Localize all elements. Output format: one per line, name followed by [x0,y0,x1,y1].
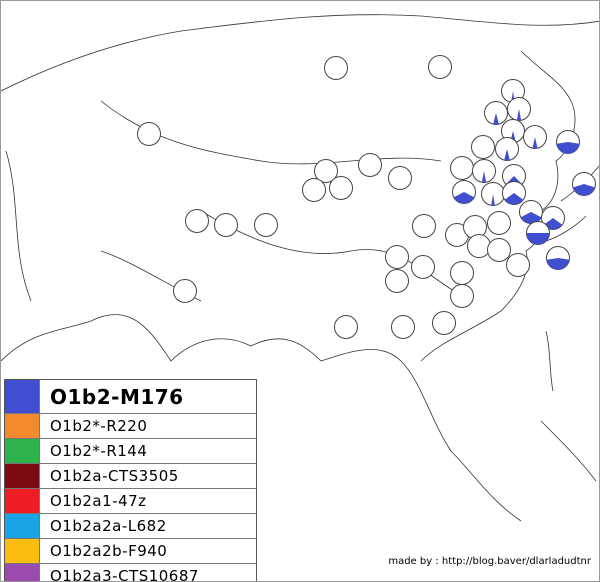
legend-swatch [5,539,40,563]
legend-row: O1b2a1-47z [5,488,256,513]
legend-swatch [5,489,40,513]
legend-row: O1b2a2b-F940 [5,538,256,563]
pie-slice [481,171,487,183]
pie [388,166,412,190]
legend-label: O1b2a3-CTS10687 [50,567,199,582]
legend-swatch [5,380,40,413]
pie [173,279,197,303]
pie [450,261,474,285]
pie [450,284,474,308]
pie [329,176,353,200]
pie [185,209,209,233]
legend-row: O1b2a3-CTS10687 [5,563,256,582]
pie-slice [504,193,524,205]
legend-swatch [5,564,40,581]
legend-label: O1b2a2a-L682 [50,517,167,535]
credit: made by : http://blog.baver/dlarladudtnr [388,556,591,567]
pie-slice [556,142,580,154]
pie-slice [543,218,563,230]
legend-row: O1b2a2a-L682 [5,513,256,538]
pie [391,315,415,339]
pie [412,214,436,238]
pie-slice [546,258,570,270]
pie [358,153,382,177]
legend-label: O1b2a2b-F940 [50,542,168,560]
pie [254,213,278,237]
pie [467,234,491,258]
legend-swatch [5,439,40,463]
pie [314,159,338,183]
legend-swatch [5,414,40,438]
pie [487,238,511,262]
legend: O1b2-M176 O1b2*-R220 O1b2*-R144 O1b2a-CTS35… [4,379,257,582]
pie-slice [516,109,522,121]
pie-slice [453,192,475,204]
pie [471,135,495,159]
pie [214,213,238,237]
pie [450,156,474,180]
legend-row: O1b2-M176 [5,380,256,413]
pie-slice [520,212,542,224]
pie [487,211,511,235]
legend-swatch [5,514,40,538]
pie-slice [532,137,538,149]
pie [506,253,530,277]
pie-slice [504,149,510,161]
pie [385,245,409,269]
legend-swatch [5,464,40,488]
legend-label: O1b2*-R220 [50,417,148,435]
pie [334,315,358,339]
pie [428,55,452,79]
pie [385,269,409,293]
pie-slice [573,184,595,196]
legend-label: O1b2-M176 [50,384,184,409]
legend-label: O1b2*-R144 [50,442,148,460]
legend-label: O1b2a-CTS3505 [50,467,179,485]
pie-slice [493,113,499,125]
pie-slice [526,233,550,245]
legend-label: O1b2a1-47z [50,492,147,510]
legend-row: O1b2a-CTS3505 [5,463,256,488]
pie [137,122,161,146]
legend-row: O1b2*-R220 [5,413,256,438]
legend-row: O1b2*-R144 [5,438,256,463]
pie-slice [491,194,495,206]
pie [324,56,348,80]
pie [432,311,456,335]
pie [302,178,326,202]
pie [411,255,435,279]
